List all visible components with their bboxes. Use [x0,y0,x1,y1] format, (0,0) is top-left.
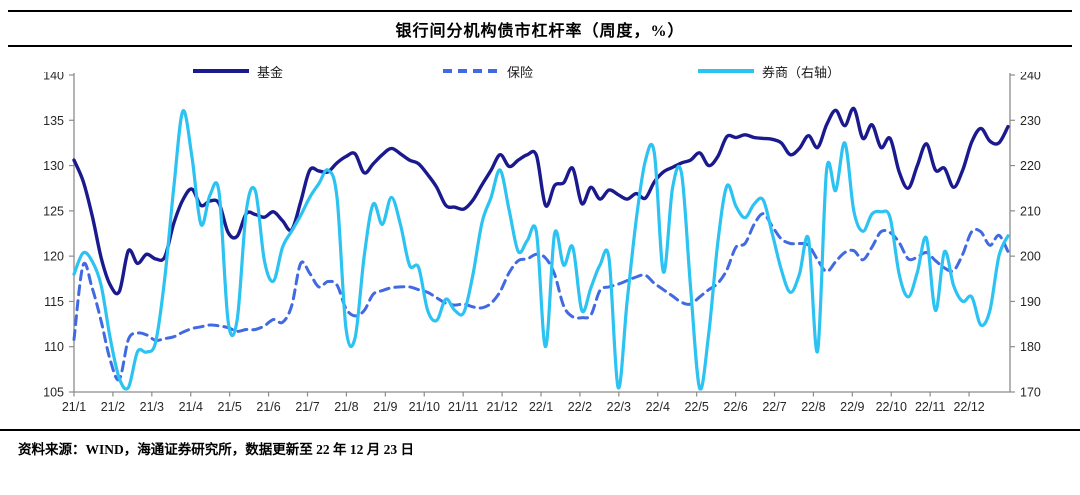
legend-label-insurance: 保险 [507,64,534,80]
y-tick-label-right: 220 [1020,159,1041,173]
x-tick-label: 22/4 [646,400,670,414]
y-tick-label-left: 130 [43,159,64,173]
fund-line [72,106,1010,296]
x-tick-label: 22/3 [607,400,631,414]
title-bottom-divider [8,45,1072,47]
x-tick-label: 22/1 [529,400,553,414]
x-tick-label: 21/12 [486,400,517,414]
x-tick-label: 22/5 [684,400,708,414]
insurance-dashed-swatch-icon [443,69,499,73]
x-tick-label: 22/12 [953,400,984,414]
title-top-divider [8,10,1072,12]
legend-item-fund: 基金 [193,60,283,82]
broker-line-swatch-icon [698,69,754,73]
broker-line [72,109,1010,391]
chart-legend: 基金 保险 券商（右轴） [0,60,1080,82]
x-tick-label: 22/7 [762,400,786,414]
x-tick-label: 22/9 [840,400,864,414]
x-tick-label: 22/8 [801,400,825,414]
x-tick-label: 22/2 [568,400,592,414]
x-tick-label: 21/5 [217,400,241,414]
y-tick-label-left: 125 [43,204,64,218]
footer-divider [0,429,1080,431]
y-tick-label-left: 110 [44,340,64,354]
x-tick-label: 21/10 [409,400,440,414]
legend-label-fund: 基金 [257,64,284,80]
y-tick-label-right: 170 [1020,386,1041,400]
x-tick-label: 21/9 [373,400,397,414]
x-tick-label: 22/11 [915,400,945,414]
y-tick-label-right: 210 [1020,204,1041,218]
x-tick-label: 21/8 [334,400,358,414]
x-tick-label: 22/6 [723,400,747,414]
y-tick-label-right: 230 [1020,114,1041,128]
page-title: 银行间分机构债市杠杆率（周度，%） [395,23,685,40]
x-tick-label: 21/7 [295,400,319,414]
x-tick-label: 21/1 [62,400,86,414]
y-tick-label-left: 140 [43,72,64,83]
y-tick-label-right: 180 [1020,340,1041,354]
legend-label-broker: 券商（右轴） [762,64,841,80]
y-tick-label-left: 135 [43,114,64,128]
x-tick-label: 22/10 [876,400,907,414]
source-note: 资料来源：WIND，海通证券研究所，数据更新至 22 年 12 月 23 日 [18,442,415,457]
y-tick-label-right: 190 [1020,295,1041,309]
legend-item-broker: 券商（右轴） [698,60,840,82]
y-tick-label-left: 120 [43,250,64,264]
y-tick-label-right: 200 [1020,250,1041,264]
y-tick-label-left: 115 [44,295,64,309]
x-tick-label: 21/2 [101,400,125,414]
x-tick-label: 21/11 [448,400,478,414]
fund-line-swatch-icon [193,69,249,73]
y-tick-label-right: 240 [1020,72,1041,83]
leverage-ratio-chart: 140 135 130 125 120 115 110 105 240 230 220 210 200 1… [43,72,1041,414]
x-tick-label: 21/3 [140,400,164,414]
y-tick-label-left: 105 [43,386,64,400]
x-tick-label: 21/6 [256,400,280,414]
legend-item-insurance: 保险 [443,60,533,82]
x-tick-label: 21/4 [179,400,203,414]
